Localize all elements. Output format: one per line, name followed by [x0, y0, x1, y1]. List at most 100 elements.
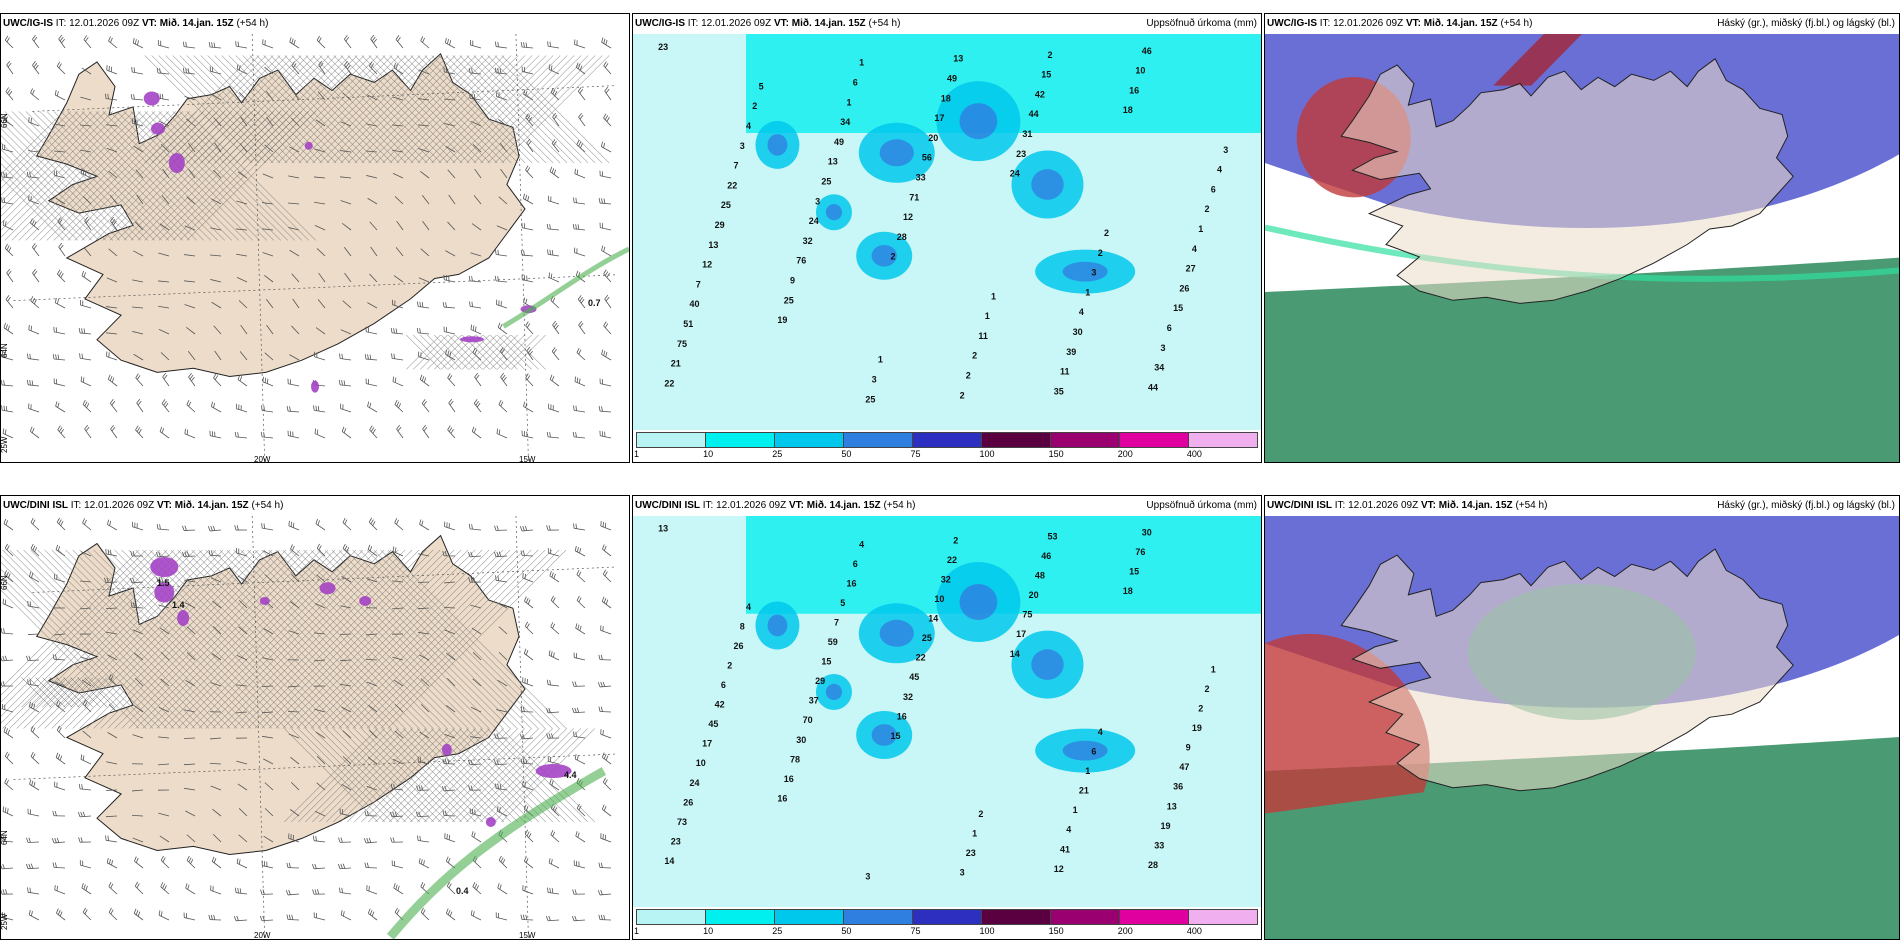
wind-barb — [236, 760, 248, 765]
precip-value-label: 2 — [966, 371, 971, 381]
precip-value-label: 6 — [1091, 747, 1096, 757]
wind-barb — [237, 374, 248, 387]
precip-value-label: 7 — [834, 618, 839, 628]
wind-barb — [467, 759, 482, 766]
precip-value-label: 3 — [1161, 343, 1166, 353]
wind-barb — [264, 274, 274, 283]
wind-barb — [291, 325, 300, 335]
wind-barb — [548, 272, 560, 283]
wind-barb — [109, 399, 118, 413]
precip-value-label: 24 — [1010, 169, 1020, 179]
wind-barb — [261, 405, 274, 413]
wind-barb — [575, 831, 586, 843]
panel-subtitle: Háský (gr.), miðský (fj.bl.) og lágský (… — [1717, 500, 1895, 511]
wind-barb — [155, 551, 170, 558]
wind-barb — [603, 269, 612, 283]
wind-barb — [84, 216, 92, 231]
colorbar-tick-label: 75 — [910, 449, 921, 459]
wind-barb — [211, 856, 222, 869]
precip-value-label: 36 — [1173, 782, 1183, 792]
wind-barb — [54, 884, 66, 895]
wind-barb — [261, 860, 274, 869]
colorbar-tick-label: 100 — [979, 449, 995, 459]
wind-barb — [260, 431, 274, 439]
wind-barb — [447, 425, 456, 439]
wind-barbs — [1, 516, 617, 939]
wind-barb — [522, 885, 534, 895]
wind-barb — [573, 523, 586, 531]
wind-barb — [55, 401, 66, 413]
precip-value-label: 6 — [853, 78, 858, 88]
wind-barb — [79, 860, 92, 869]
wind-barb — [210, 254, 222, 257]
wind-barb — [574, 168, 586, 179]
iceland-landmass — [1340, 548, 1794, 792]
wind-barb — [80, 376, 92, 387]
precip-value-label: 3 — [1091, 268, 1096, 278]
wind-barb — [236, 200, 248, 205]
colorbar-swatch — [982, 433, 1051, 447]
precip-value-label: 13 — [953, 54, 963, 64]
wind-barb — [598, 654, 612, 661]
wind-barb — [82, 399, 92, 413]
wind-barb — [286, 406, 300, 413]
wind-barb — [520, 706, 534, 713]
wind-barb — [496, 428, 508, 439]
precip-value-label: 34 — [1154, 363, 1164, 373]
wind-barb — [522, 677, 534, 687]
precip-value-label: 28 — [897, 232, 907, 242]
precip-value-label: 2 — [978, 809, 983, 819]
wind-barb — [264, 144, 274, 153]
hatch-area — [1, 55, 610, 370]
wind-barb — [2, 598, 14, 609]
wind-barb — [494, 275, 508, 283]
colorbar-swatch — [982, 910, 1051, 924]
wind-barb — [573, 652, 586, 661]
colorbar-tick-label: 25 — [772, 926, 783, 936]
wind-barb — [158, 736, 170, 739]
precip-value-label: 4 — [746, 602, 751, 612]
wind-barb — [264, 808, 274, 817]
colorbar-tick-label: 10 — [703, 926, 714, 936]
wind-barb — [574, 376, 586, 387]
wind-barb — [4, 243, 14, 257]
precip-value-label: 13 — [828, 157, 838, 167]
wind-barb — [187, 351, 196, 361]
wind-barb — [134, 856, 144, 869]
cloud-map — [1265, 34, 1899, 462]
wind-barb — [208, 42, 222, 49]
wind-barb — [496, 225, 508, 231]
wind-barb — [2, 351, 14, 361]
wind-barb — [54, 573, 66, 583]
wind-barb — [365, 378, 378, 387]
wind-barb — [288, 227, 300, 231]
wind-barb — [105, 815, 118, 818]
precip-value-label: 15 — [821, 657, 831, 667]
colorbar-ticks: 1 10 25 50 75 100 150 200 400 — [634, 926, 1258, 938]
wind-barb — [442, 302, 456, 309]
wind-barb — [188, 143, 196, 153]
precip-value-label: 75 — [1022, 610, 1032, 620]
wind-barb — [526, 138, 534, 153]
colorbar-tick-label: 25 — [772, 449, 783, 459]
wind-barb — [444, 37, 456, 49]
wind-barb — [158, 604, 170, 609]
lat-64-label: 64N — [1, 343, 9, 358]
wind-barb — [417, 835, 430, 843]
precip-values: 1315181614141615161723327678757345303020… — [658, 524, 1216, 882]
wind-barb — [599, 378, 612, 387]
wind-barb — [106, 631, 118, 635]
wind-barb — [471, 831, 482, 843]
wind-barb — [54, 90, 66, 101]
wind-barb — [340, 329, 352, 335]
wind-barb — [131, 66, 144, 75]
wind-barb — [546, 679, 560, 687]
wind-barb — [236, 277, 248, 283]
panel-bottom-middle: UWC/DINI ISL IT: 12.01.2026 09Z VT: Mið.… — [632, 495, 1262, 940]
precip-value-label: 5 — [840, 598, 845, 608]
wind-barb — [208, 914, 222, 921]
wind-barb — [314, 225, 326, 231]
wind-barb — [105, 835, 118, 843]
precip-svg: 1315181614141615161723327678757345303020… — [633, 516, 1261, 907]
wind-barb — [286, 862, 300, 869]
